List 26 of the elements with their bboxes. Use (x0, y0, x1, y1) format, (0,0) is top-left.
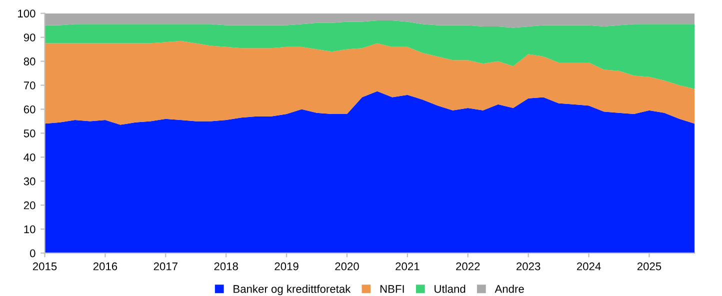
y-tick-label: 10 (24, 225, 36, 234)
y-tick-label: 60 (24, 105, 36, 114)
x-tick-label: 2025 (637, 262, 662, 270)
x-tick-label: 2021 (396, 262, 420, 270)
x-tick-label: 2020 (335, 262, 359, 270)
x-tick-label: 2015 (32, 262, 57, 270)
x-tick-label: 2023 (516, 262, 540, 270)
x-tick-label: 2018 (214, 262, 238, 270)
legend-label: Banker og kredittforetak (234, 284, 351, 296)
x-tick-label: 2019 (274, 262, 298, 270)
y-tick-label: 0 (30, 249, 36, 258)
x-tick-label: 2016 (93, 262, 118, 270)
y-tick-label: 90 (24, 34, 36, 42)
y-tick-label: 80 (24, 58, 36, 66)
y-tick-label: 70 (24, 82, 36, 90)
legend-label: Andre (494, 284, 524, 293)
x-tick-label: 2022 (456, 262, 480, 270)
y-tick-label: 20 (24, 201, 36, 210)
legend-label: Utland (434, 284, 466, 293)
x-tick-label: 2024 (576, 262, 601, 270)
x-tick-label: 2017 (154, 262, 178, 270)
y-tick-label: 50 (24, 129, 36, 138)
y-tick-label: 100 (18, 10, 36, 18)
y-tick-label: 30 (24, 177, 36, 186)
legend-label: NBFI (380, 285, 404, 293)
y-tick-label: 40 (24, 153, 36, 162)
